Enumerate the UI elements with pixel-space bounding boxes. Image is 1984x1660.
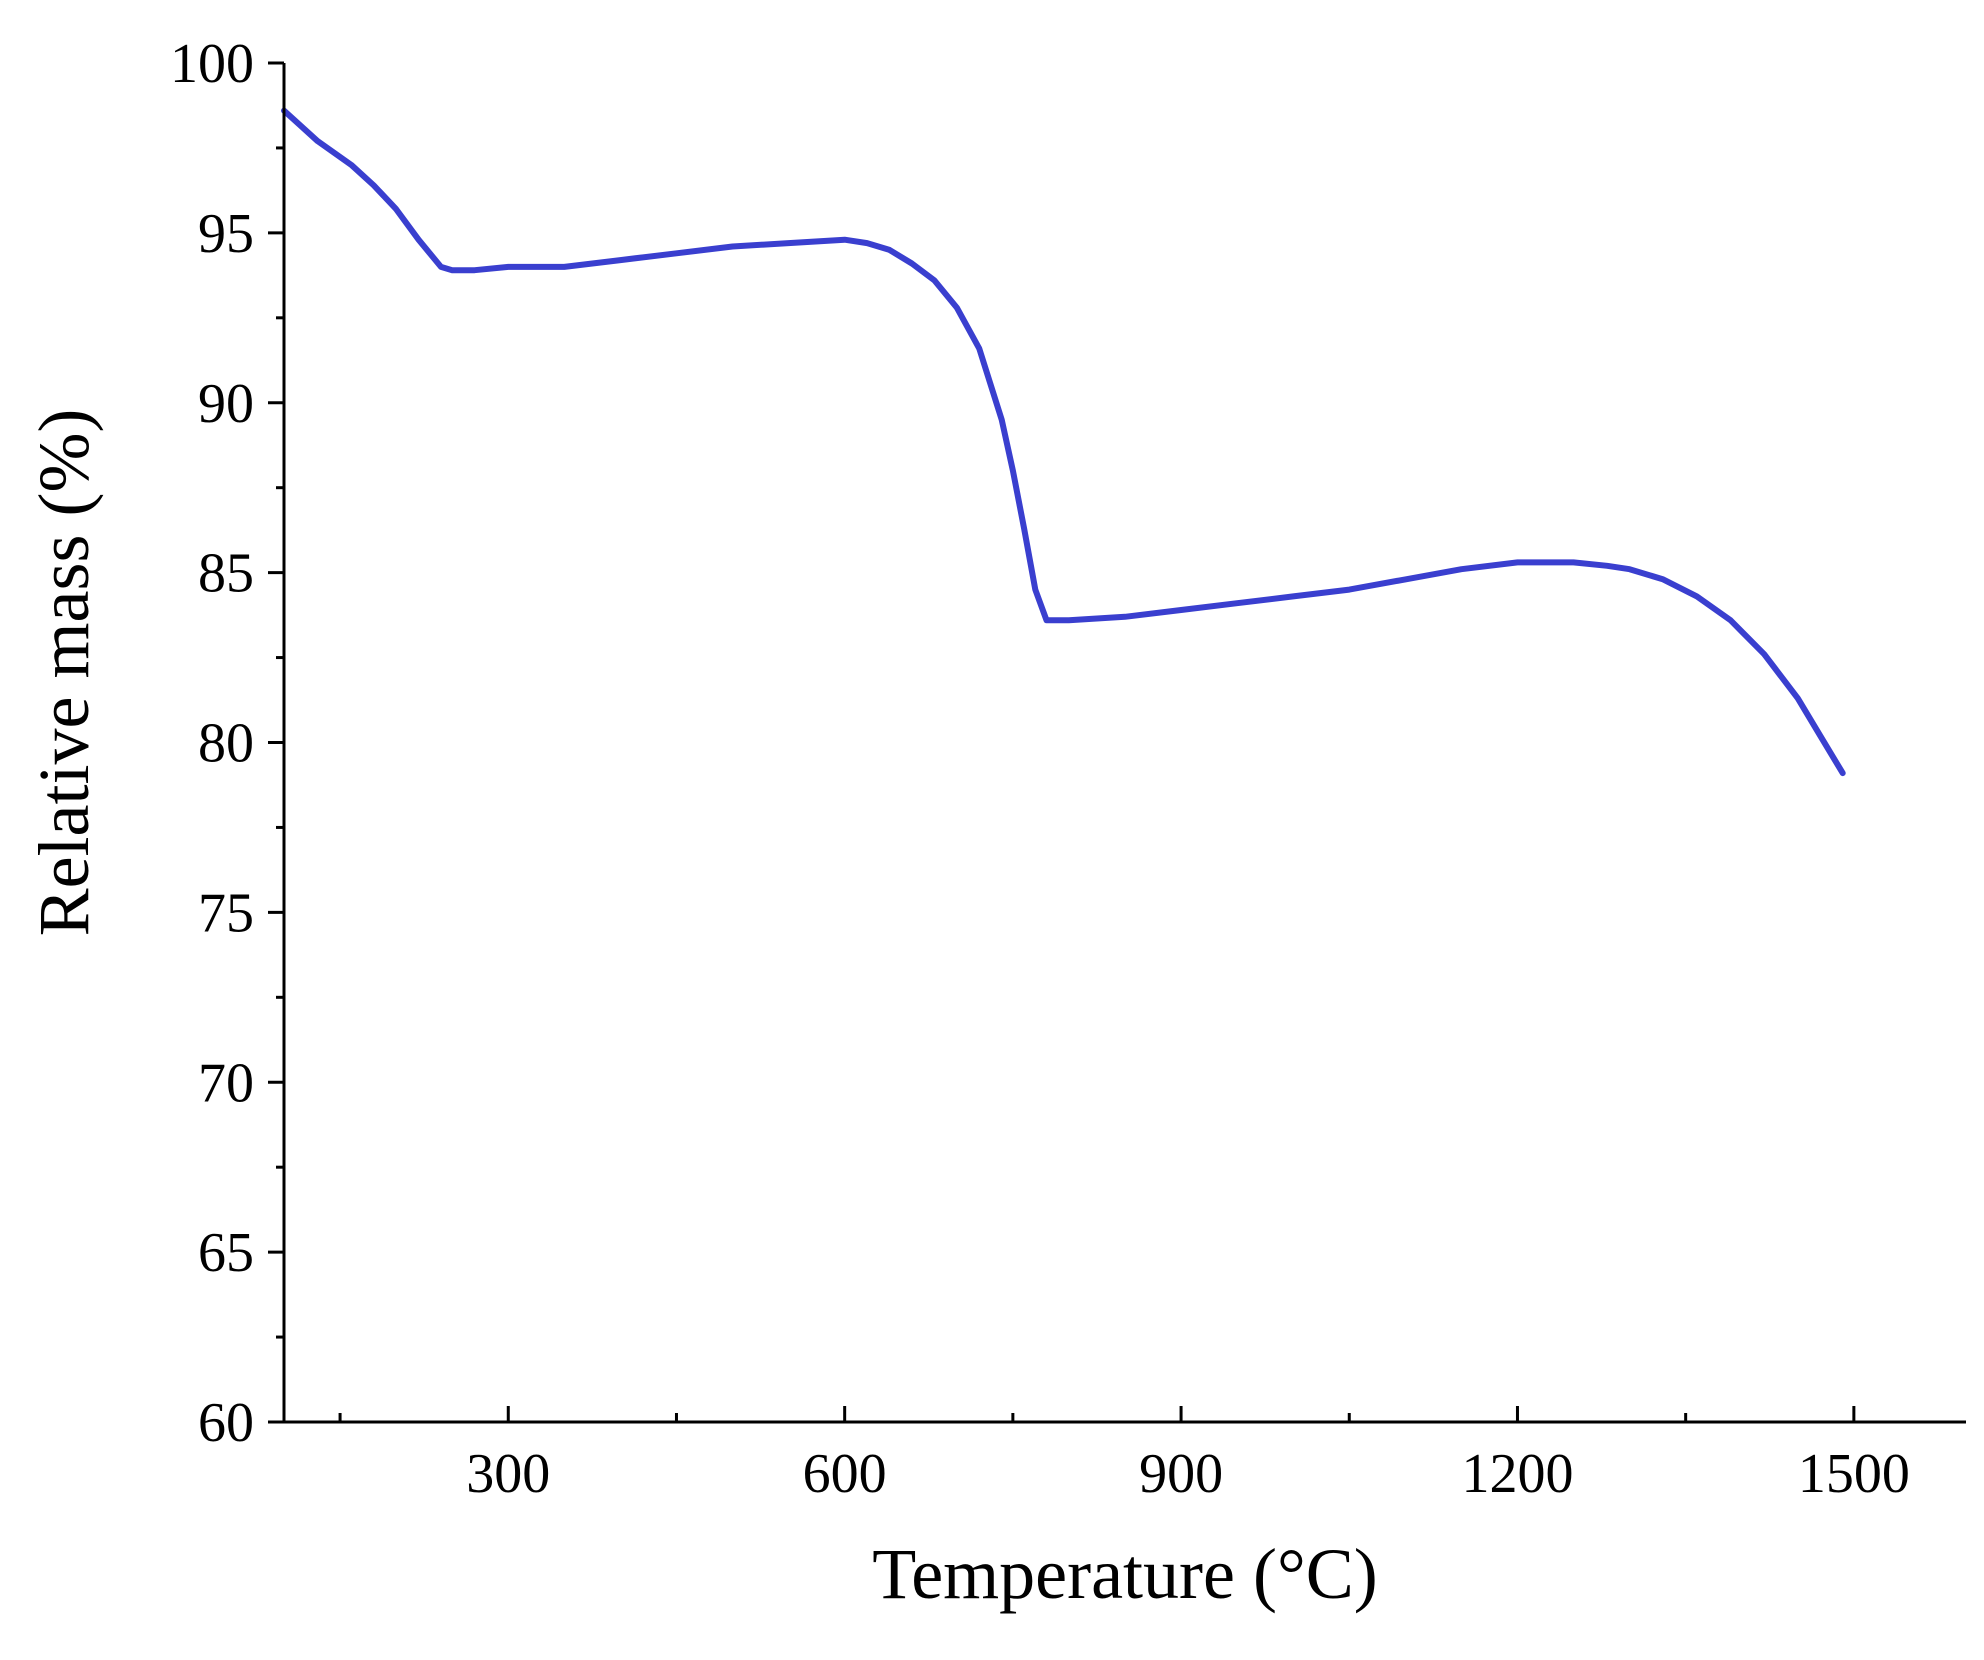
y-tick-label: 100	[170, 33, 254, 95]
x-axis-title: Temperature (°C)	[872, 1534, 1378, 1614]
y-tick-label: 90	[198, 373, 254, 435]
x-tick-label: 1500	[1798, 1443, 1910, 1505]
x-tick-label: 1200	[1461, 1443, 1573, 1505]
y-tick-label: 95	[198, 203, 254, 265]
x-tick-label: 600	[803, 1443, 887, 1505]
series-line	[281, 107, 1846, 777]
y-tick-label: 65	[198, 1222, 254, 1284]
tick-labels-layer: 60 65 70 75 80 85 90 95 100 300 600 900 1200 1500	[170, 33, 1910, 1505]
y-tick-label: 60	[198, 1392, 254, 1454]
y-tick-label: 80	[198, 713, 254, 775]
y-axis-title: Relative mass (%)	[24, 409, 104, 937]
series-layer	[281, 107, 1846, 777]
y-tick-label: 70	[198, 1052, 254, 1114]
x-tick-label: 300	[466, 1443, 550, 1505]
y-tick-label: 85	[198, 543, 254, 605]
x-tick-label: 900	[1139, 1443, 1223, 1505]
y-tick-label: 75	[198, 882, 254, 944]
